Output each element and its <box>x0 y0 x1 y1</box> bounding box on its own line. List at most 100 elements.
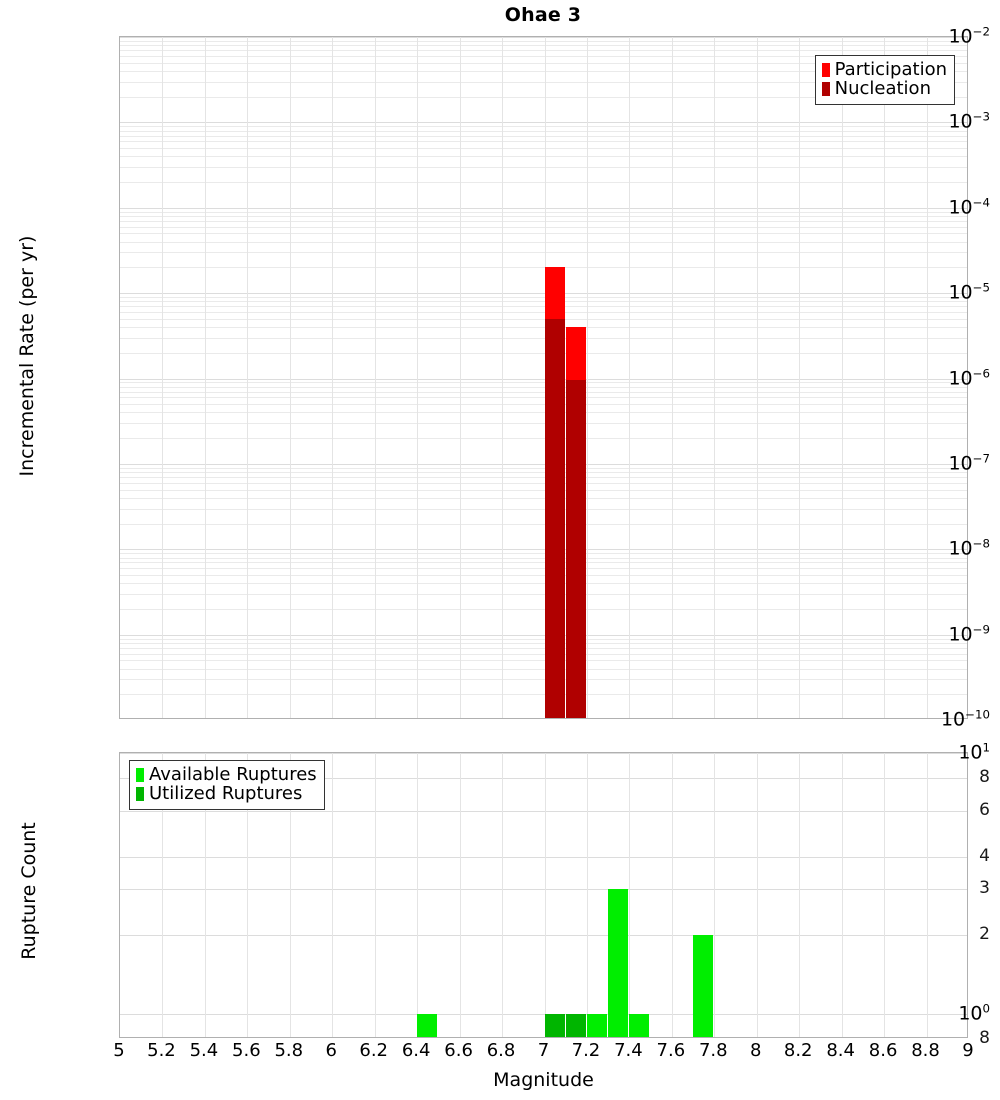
gridline-horizontal-minor <box>120 679 967 680</box>
gridline-horizontal-minor <box>120 483 967 484</box>
legend-label: Utilized Ruptures <box>149 783 303 804</box>
gridline-horizontal-minor <box>120 553 967 554</box>
gridline-vertical <box>290 753 291 1037</box>
gridline-horizontal-minor <box>120 558 967 559</box>
gridline-horizontal-minor <box>120 212 967 213</box>
gridline-horizontal-minor <box>120 498 967 499</box>
gridline-horizontal-minor <box>120 353 967 354</box>
gridline-horizontal <box>120 293 967 294</box>
gridline-vertical <box>290 37 291 718</box>
gridline-vertical <box>247 753 248 1037</box>
gridline-horizontal-minor <box>120 338 967 339</box>
gridline-horizontal-minor <box>120 583 967 584</box>
gridline-horizontal-minor <box>120 438 967 439</box>
y-tick-label: 10−8 <box>948 536 990 560</box>
gridline-vertical <box>927 753 928 1037</box>
y-tick-label: 10−10 <box>940 707 990 731</box>
gridline-horizontal-minor <box>120 412 967 413</box>
y-tick-label: 8 <box>979 767 990 788</box>
gridline-horizontal-minor <box>120 131 967 132</box>
x-tick-label: 7.6 <box>656 1040 686 1061</box>
x-tick-label: 6.8 <box>486 1040 516 1061</box>
gridline-horizontal-minor <box>120 509 967 510</box>
gridline-vertical <box>927 37 928 718</box>
x-tick-label: 7 <box>537 1040 550 1061</box>
gridline-horizontal-minor <box>120 594 967 595</box>
gridline-horizontal-minor <box>120 97 967 98</box>
gridline-vertical <box>757 753 758 1037</box>
gridline-vertical <box>162 37 163 718</box>
gridline-horizontal-minor <box>120 392 967 393</box>
gridline-vertical <box>672 37 673 718</box>
gridline-vertical <box>502 37 503 718</box>
y-tick-label: 4 <box>979 845 990 866</box>
gridline-vertical <box>799 37 800 718</box>
x-tick-label: 6.4 <box>401 1040 431 1061</box>
gridline-horizontal <box>120 935 967 936</box>
gridline-vertical <box>332 37 333 718</box>
gridline-vertical <box>672 753 673 1037</box>
gridline-vertical <box>799 753 800 1037</box>
y-tick-label: 2 <box>979 924 990 945</box>
gridline-vertical <box>757 37 758 718</box>
x-tick-label: 5 <box>113 1040 125 1061</box>
x-tick-label: 8.6 <box>868 1040 898 1061</box>
legend-swatch-icon <box>821 63 830 77</box>
legend-label: Nucleation <box>834 78 931 99</box>
x-tick-label: 6.2 <box>359 1040 389 1061</box>
gridline-vertical <box>587 753 588 1037</box>
x-tick-label: 5.6 <box>232 1040 261 1061</box>
y-tick-label: 10−5 <box>948 280 990 304</box>
gridline-horizontal <box>120 379 967 380</box>
y-tick-label: 10−3 <box>948 109 990 134</box>
gridline-horizontal-minor <box>120 141 967 142</box>
gridline-horizontal-minor <box>120 382 967 383</box>
bar-available <box>417 1014 437 1037</box>
gridline-horizontal-minor <box>120 301 967 302</box>
gridline-horizontal-minor <box>120 156 967 157</box>
x-tick-label: 7.8 <box>698 1040 728 1061</box>
gridline-vertical <box>629 37 630 718</box>
gridline-horizontal-minor <box>120 126 967 127</box>
x-tick-label: 9 <box>962 1040 974 1061</box>
legend-incremental-rate: Participation Nucleation <box>814 55 955 105</box>
x-tick-label: 5.2 <box>147 1040 176 1061</box>
y-tick-label: 3 <box>979 878 990 899</box>
gridline-vertical <box>502 753 503 1037</box>
gridline-horizontal-minor <box>120 575 967 576</box>
gridline-horizontal <box>120 464 967 465</box>
gridline-horizontal <box>120 811 967 812</box>
gridline-horizontal-minor <box>120 477 967 478</box>
gridline-horizontal-minor <box>120 221 967 222</box>
y-tick-label: 100 <box>958 1001 990 1025</box>
x-tick-label: 8.2 <box>783 1040 813 1061</box>
bar-available <box>629 1014 649 1037</box>
gridline-horizontal-minor <box>120 148 967 149</box>
gridline-horizontal-minor <box>120 660 967 661</box>
x-tick-label: 7.2 <box>571 1040 601 1061</box>
gridline-horizontal-minor <box>120 45 967 46</box>
magnitude-x-axis: 5 5.2 5.4 5.6 5.8 6 6.2 6.4 6.6 6.8 7 7.2 7.4 7.6 7.8 8… <box>113 1040 973 1068</box>
gridline-vertical <box>842 753 843 1037</box>
gridline-horizontal-minor <box>120 312 967 313</box>
gridline-horizontal-minor <box>120 50 967 51</box>
gridline-horizontal-minor <box>120 404 967 405</box>
legend-rupture-count: Available Ruptures Utilized Ruptures <box>129 760 325 810</box>
x-tick-label: 8.8 <box>911 1040 940 1061</box>
gridline-horizontal-minor <box>120 609 967 610</box>
bar-available <box>693 935 713 1037</box>
gridline-vertical <box>247 37 248 718</box>
gridline-horizontal <box>120 122 967 123</box>
gridline-horizontal-minor <box>120 227 967 228</box>
gridline-horizontal-minor <box>120 524 967 525</box>
gridline-horizontal-minor <box>120 242 967 243</box>
y-tick-label: 10−9 <box>948 621 990 646</box>
legend-incremental-rate-item: Nucleation <box>821 78 947 99</box>
gridline-vertical <box>629 753 630 1037</box>
gridline-horizontal-minor <box>120 468 967 469</box>
rupture-count-y-axis <box>0 752 113 1038</box>
page-title: Ohae 3 <box>504 4 582 26</box>
bar-available <box>587 1014 607 1037</box>
gridline-horizontal-minor <box>120 63 967 64</box>
